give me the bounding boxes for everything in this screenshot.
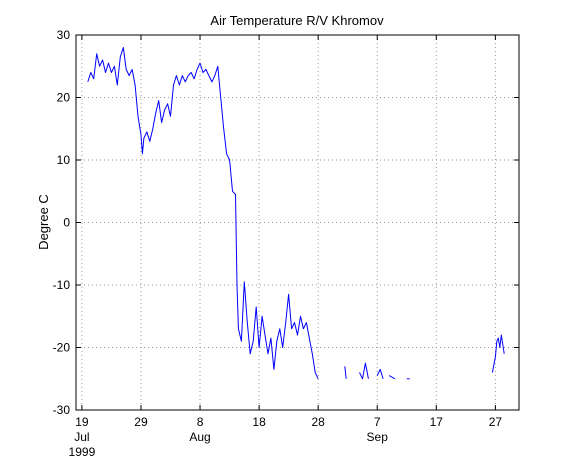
y-tick-label: -20 [53, 341, 71, 355]
x-year-label: 1999 [69, 445, 96, 459]
x-tick-label: 29 [134, 415, 148, 429]
y-axis-label: Degree C [36, 194, 51, 250]
y-tick-label: 10 [57, 153, 71, 167]
y-tick-label: -30 [53, 403, 71, 417]
temperature-line-segment [376, 368, 384, 379]
series-line-group [87, 47, 505, 380]
x-tick-label: 28 [311, 415, 325, 429]
y-tick-label: 30 [57, 28, 71, 42]
temperature-line-segment [388, 375, 396, 380]
y-tick-label: -10 [53, 278, 71, 292]
temperature-line-segment [87, 47, 319, 380]
x-month-label: Aug [189, 430, 210, 444]
temperature-line-segment [344, 366, 347, 379]
x-tick-label: 17 [430, 415, 444, 429]
x-month-label: Jul [74, 430, 89, 444]
y-tick-label: 0 [63, 216, 70, 230]
x-tick-label: 19 [75, 415, 89, 429]
y-axis: -30 -20 -10 0 10 20 30 [53, 28, 519, 417]
temperature-line-segment [491, 334, 505, 373]
chart-title: Air Temperature R/V Khromov [210, 13, 384, 28]
x-tick-label: 27 [489, 415, 503, 429]
x-month-label: Sep [367, 430, 389, 444]
x-tick-label: 7 [374, 415, 381, 429]
grid-lines [76, 35, 519, 410]
x-tick-label: 8 [197, 415, 204, 429]
x-tick-label: 18 [252, 415, 266, 429]
temperature-line-segment [359, 362, 369, 380]
y-tick-label: 20 [57, 91, 71, 105]
